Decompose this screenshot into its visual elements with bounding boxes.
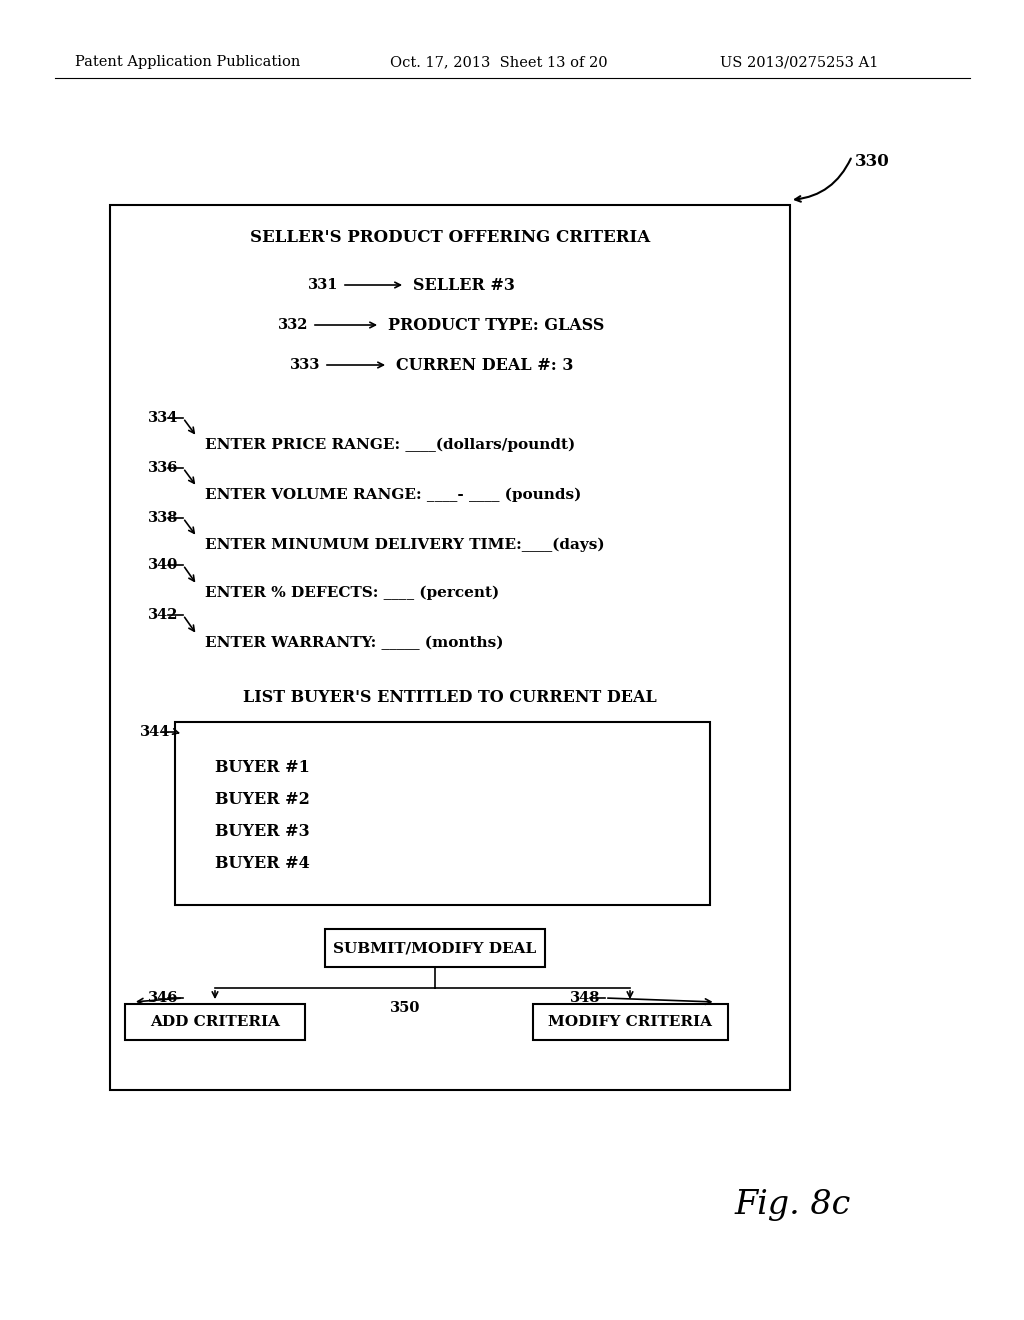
Text: CURREN DEAL #: 3: CURREN DEAL #: 3 <box>396 356 573 374</box>
Text: SUBMIT/MODIFY DEAL: SUBMIT/MODIFY DEAL <box>334 941 537 954</box>
Text: ENTER VOLUME RANGE: ____- ____ (pounds): ENTER VOLUME RANGE: ____- ____ (pounds) <box>205 488 582 502</box>
Text: ENTER % DEFECTS: ____ (percent): ENTER % DEFECTS: ____ (percent) <box>205 586 500 601</box>
Text: 338: 338 <box>148 511 178 525</box>
Text: 336: 336 <box>148 461 178 475</box>
Text: Fig. 8c: Fig. 8c <box>735 1189 851 1221</box>
Text: SELLER #3: SELLER #3 <box>413 276 515 293</box>
Text: BUYER #2: BUYER #2 <box>215 792 310 808</box>
Text: 330: 330 <box>855 153 890 170</box>
Text: 331: 331 <box>307 279 338 292</box>
Text: 340: 340 <box>148 558 178 572</box>
Bar <box>125 1005 305 1040</box>
Text: ENTER MINUMUM DELIVERY TIME:____(days): ENTER MINUMUM DELIVERY TIME:____(days) <box>205 537 604 552</box>
Text: ENTER WARRANTY: _____ (months): ENTER WARRANTY: _____ (months) <box>205 636 504 651</box>
Bar <box>325 929 545 968</box>
Text: BUYER #4: BUYER #4 <box>215 855 309 873</box>
Text: 333: 333 <box>290 358 319 372</box>
Bar <box>532 1005 727 1040</box>
Text: Patent Application Publication: Patent Application Publication <box>75 55 300 69</box>
Text: Oct. 17, 2013  Sheet 13 of 20: Oct. 17, 2013 Sheet 13 of 20 <box>390 55 607 69</box>
Text: 334: 334 <box>148 411 178 425</box>
Text: ENTER PRICE RANGE: ____(dollars/poundt): ENTER PRICE RANGE: ____(dollars/poundt) <box>205 438 575 453</box>
Text: BUYER #3: BUYER #3 <box>215 824 309 841</box>
Text: US 2013/0275253 A1: US 2013/0275253 A1 <box>720 55 879 69</box>
Text: SELLER'S PRODUCT OFFERING CRITERIA: SELLER'S PRODUCT OFFERING CRITERIA <box>250 230 650 247</box>
Text: 332: 332 <box>278 318 308 333</box>
Text: PRODUCT TYPE: GLASS: PRODUCT TYPE: GLASS <box>388 317 604 334</box>
Text: 346: 346 <box>148 991 178 1005</box>
Text: BUYER #1: BUYER #1 <box>215 759 310 776</box>
Text: 350: 350 <box>390 1001 421 1015</box>
Text: MODIFY CRITERIA: MODIFY CRITERIA <box>548 1015 712 1030</box>
Bar <box>110 205 790 1090</box>
Text: ADD CRITERIA: ADD CRITERIA <box>150 1015 280 1030</box>
Bar <box>175 722 710 906</box>
Text: 344: 344 <box>140 725 170 739</box>
Text: 342: 342 <box>148 609 178 622</box>
Text: 348: 348 <box>570 991 600 1005</box>
Text: LIST BUYER'S ENTITLED TO CURRENT DEAL: LIST BUYER'S ENTITLED TO CURRENT DEAL <box>243 689 656 706</box>
